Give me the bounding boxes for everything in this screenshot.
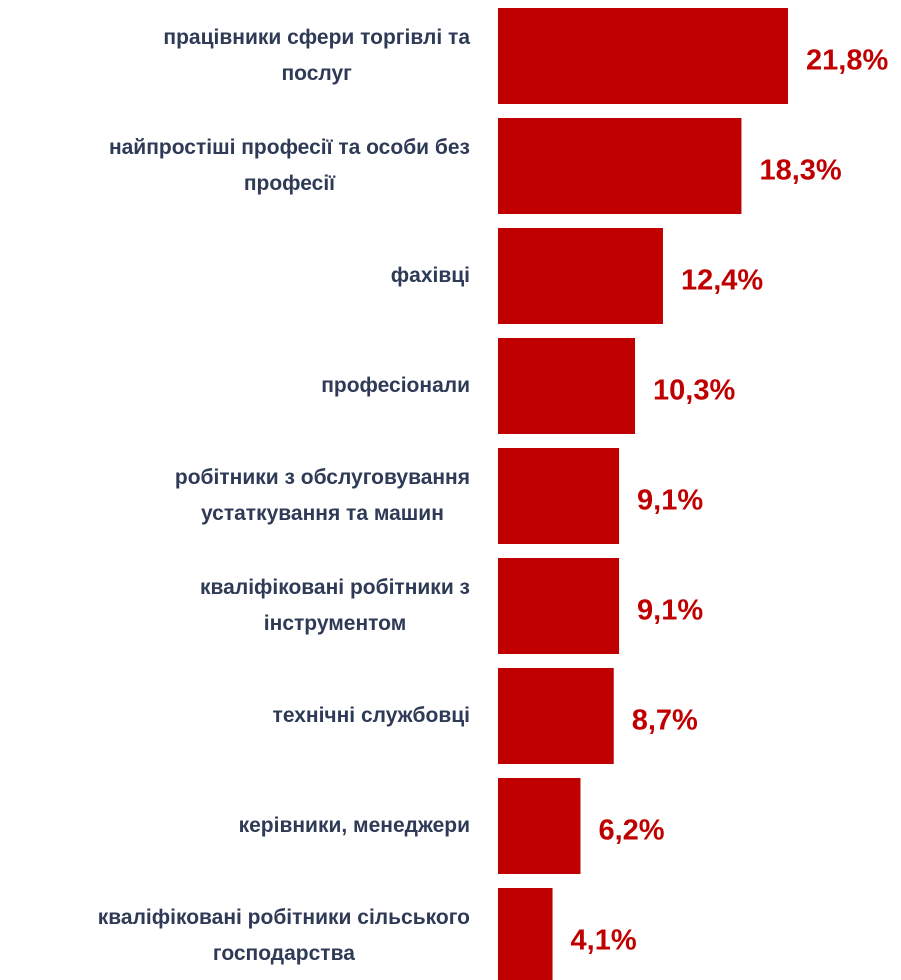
- bar: [498, 888, 553, 980]
- value-label: 18,3%: [759, 155, 841, 187]
- bar: [498, 448, 620, 544]
- category-label: кваліфіковані робітники з інструментом: [200, 576, 470, 635]
- value-label: 10,3%: [653, 375, 735, 407]
- value-label: 21,8%: [806, 45, 888, 77]
- bar: [498, 778, 581, 874]
- bar: [498, 338, 636, 434]
- value-label: 4,1%: [571, 925, 637, 957]
- category-label: робітники з обслуговування устаткування …: [174, 466, 470, 525]
- value-label: 12,4%: [681, 265, 763, 297]
- category-label: фахівці: [390, 264, 470, 287]
- value-label: 9,1%: [637, 485, 703, 517]
- bar: [498, 118, 742, 214]
- category-label: професіонали: [321, 374, 470, 397]
- category-label: найпростіші професії та особи без профес…: [108, 136, 470, 195]
- value-label: 6,2%: [598, 815, 664, 847]
- bar: [498, 228, 663, 324]
- bar: [498, 668, 614, 764]
- bar: [498, 558, 620, 654]
- category-label: кваліфіковані робітники сільського госпо…: [97, 906, 470, 965]
- value-label: 9,1%: [637, 595, 703, 627]
- category-label: працівники сфери торгівлі та послуг: [163, 26, 470, 85]
- category-label: технічні службовці: [272, 704, 470, 727]
- category-label: керівники, менеджери: [238, 814, 470, 837]
- bar: [498, 8, 788, 104]
- value-label: 8,7%: [632, 705, 698, 737]
